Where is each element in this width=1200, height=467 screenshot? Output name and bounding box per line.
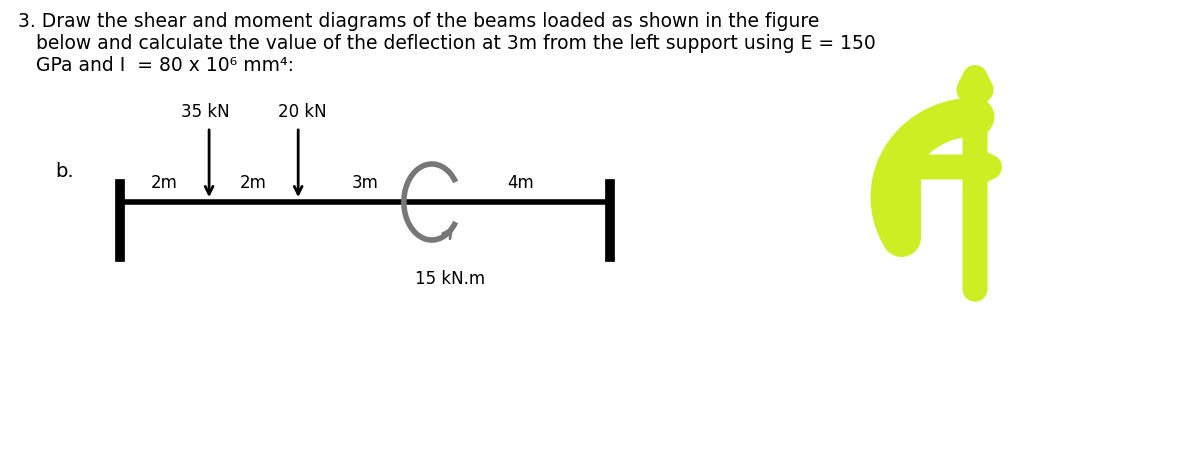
Text: b.: b.: [55, 162, 73, 181]
Text: GPa and I  = 80 x 10⁶ mm⁴:: GPa and I = 80 x 10⁶ mm⁴:: [18, 56, 294, 75]
Text: 4m: 4m: [508, 174, 534, 192]
Text: 35 kN: 35 kN: [181, 103, 229, 121]
Text: 2m: 2m: [240, 174, 268, 192]
Text: below and calculate the value of the deflection at 3m from the left support usin: below and calculate the value of the def…: [18, 34, 876, 53]
Text: 20 kN: 20 kN: [278, 103, 326, 121]
Text: 3m: 3m: [352, 174, 378, 192]
Text: 15 kN.m: 15 kN.m: [415, 270, 485, 288]
Text: 2m: 2m: [151, 174, 178, 192]
Text: 3. Draw the shear and moment diagrams of the beams loaded as shown in the figure: 3. Draw the shear and moment diagrams of…: [18, 12, 820, 31]
